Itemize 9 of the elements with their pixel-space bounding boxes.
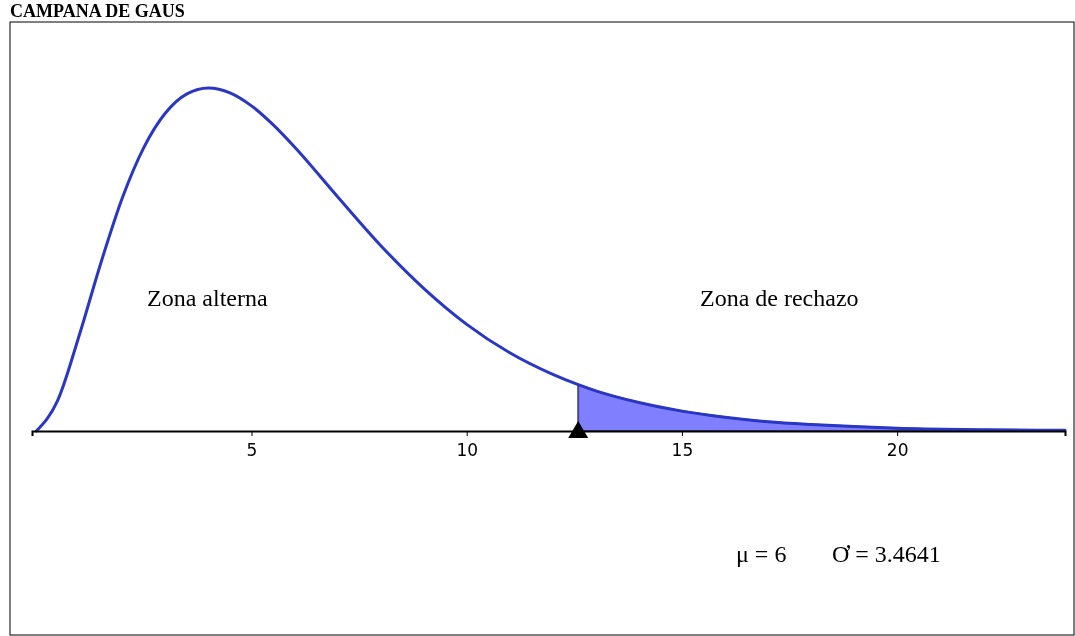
x-tick-label: 5	[246, 440, 258, 461]
x-tick-label: 15	[671, 440, 694, 461]
annotation: Zona alterna	[147, 285, 268, 311]
text: μ = 6	[736, 541, 787, 567]
annotation: Zona de rechazo	[700, 285, 859, 311]
text: Ơ = 3.4641	[832, 541, 941, 567]
x-tick-label: 10	[456, 440, 479, 461]
chart-title: CAMPANA DE GAUS	[10, 1, 185, 21]
x-tick-label: 20	[886, 440, 909, 461]
